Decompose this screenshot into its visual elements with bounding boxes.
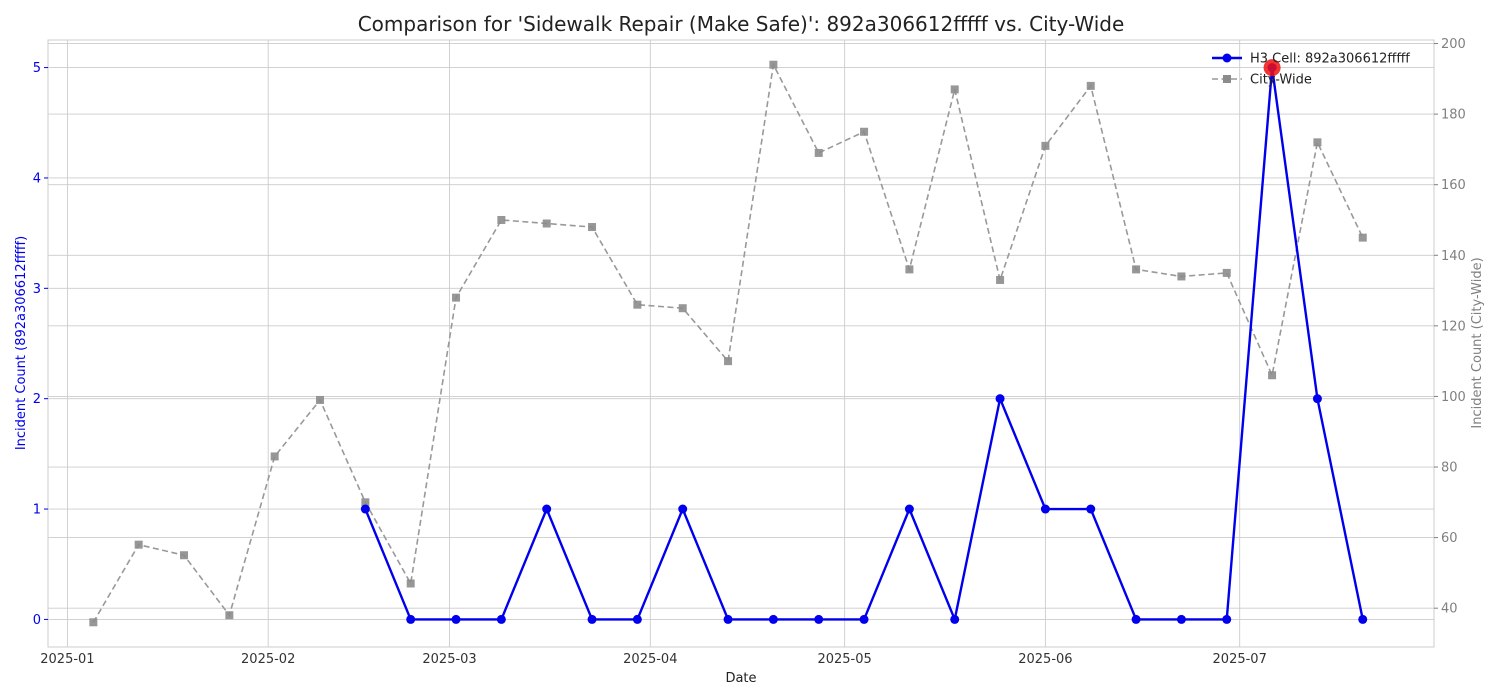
x-tick-label: 2025-04 <box>623 652 677 667</box>
city-wide-point <box>225 611 234 620</box>
series <box>89 59 1368 627</box>
city-wide-point <box>950 85 959 94</box>
city-wide-line <box>92 62 1364 623</box>
city-wide-point <box>814 148 823 157</box>
y-right-tick-label: 80 <box>1441 461 1458 476</box>
city-wide-point <box>316 395 325 404</box>
city-wide-point <box>542 219 551 228</box>
y-left-tick-label: 5 <box>33 61 41 76</box>
city-wide-point <box>89 618 98 627</box>
y-left-tick-label: 4 <box>33 171 41 186</box>
city-wide-point <box>1132 265 1141 274</box>
city-wide-point <box>180 551 189 560</box>
h3-cell-point <box>678 504 688 514</box>
plot-frame <box>47 39 1435 648</box>
h3-cell-point <box>632 614 642 624</box>
city-wide-point <box>769 60 778 69</box>
x-tick-label: 2025-05 <box>817 652 871 667</box>
y-left-tick-label: 1 <box>33 503 41 518</box>
city-wide-point <box>361 498 370 507</box>
y-left-tick-label: 3 <box>33 282 41 297</box>
legend-city-wide-label: City-Wide <box>1250 73 1312 88</box>
y-right-tick-label: 60 <box>1441 531 1458 546</box>
h3-cell-point <box>904 504 914 514</box>
x-tick-label: 2025-01 <box>40 652 94 667</box>
y-right-tick-label: 140 <box>1441 249 1466 264</box>
city-wide-point <box>1086 81 1095 90</box>
city-wide-point <box>497 215 506 224</box>
h3-cell-point <box>406 614 416 624</box>
y-right-tick-label: 200 <box>1441 37 1466 52</box>
y-left-tick-label: 0 <box>33 613 41 628</box>
y-right-tick-label: 180 <box>1441 108 1466 123</box>
y-axis-left-label: Incident Count (892a306612fffff) <box>14 236 29 450</box>
h3-cell-point <box>859 614 869 624</box>
y-right-tick-label: 100 <box>1441 390 1466 405</box>
legend-h3-label: H3 Cell: 892a306612fffff <box>1250 52 1410 67</box>
axes: 2025-01 2025-02 2025-03 2025-04 2025-05 2025-… <box>33 37 1466 667</box>
city-wide-point <box>406 579 415 588</box>
city-wide-point <box>1041 141 1050 150</box>
h3-cell-point <box>496 614 506 624</box>
h3-cell-point <box>542 504 552 514</box>
x-tick-label: 2025-06 <box>1018 652 1072 667</box>
legend: H3 Cell: 892a306612fffff City-Wide <box>1212 52 1410 88</box>
city-wide-point <box>134 540 143 549</box>
h3-cell-point <box>587 614 597 624</box>
y-right-tick-label: 160 <box>1441 178 1466 193</box>
y-left-tick-label: 2 <box>33 392 41 407</box>
h3-cell-point <box>1131 614 1141 624</box>
legend-city-wide-marker <box>1223 75 1231 83</box>
h3-cell-point <box>1222 614 1232 624</box>
y-right-tick-label: 120 <box>1441 319 1466 334</box>
city-wide-point <box>860 127 869 136</box>
y-right-tick-label: 40 <box>1441 602 1458 617</box>
h3-cell-point <box>1040 504 1050 514</box>
grid <box>48 40 1434 647</box>
city-wide-point <box>678 304 687 313</box>
h3-cell-point <box>950 614 960 624</box>
h3-cell-point <box>995 394 1005 404</box>
city-wide-point <box>270 452 279 461</box>
peak-highlight-marker <box>1263 59 1281 77</box>
h3-cell-line <box>364 67 1364 624</box>
h3-cell-point <box>723 614 733 624</box>
h3-cell-point <box>360 504 370 514</box>
city-wide-point <box>588 223 597 232</box>
h3-cell-point <box>1358 614 1368 624</box>
chart-title: Comparison for 'Sidewalk Repair (Make Sa… <box>358 12 1125 36</box>
city-wide-point <box>1222 268 1231 277</box>
city-wide-point <box>1313 138 1322 147</box>
city-wide-point <box>452 293 461 302</box>
h3-cell-point <box>451 614 461 624</box>
city-wide-point <box>996 275 1005 284</box>
h3-cell-point <box>1086 504 1096 514</box>
x-axis-label: Date <box>725 671 756 686</box>
city-wide-point <box>633 300 642 309</box>
city-wide-point <box>905 265 914 274</box>
h3-cell-point <box>814 614 824 624</box>
y-axis-right-label: Incident Count (City-Wide) <box>1470 257 1485 428</box>
city-wide-point <box>1268 371 1277 380</box>
legend-h3-marker <box>1222 53 1232 63</box>
city-wide-point <box>1358 233 1367 242</box>
h3-cell-point <box>1312 394 1322 404</box>
x-tick-label: 2025-03 <box>422 652 476 667</box>
city-wide-point <box>1177 272 1186 281</box>
x-tick-label: 2025-02 <box>241 652 295 667</box>
x-tick-label: 2025-07 <box>1213 652 1267 667</box>
h3-cell-point <box>768 614 778 624</box>
city-wide-point <box>724 357 733 366</box>
h3-cell-point <box>1176 614 1186 624</box>
